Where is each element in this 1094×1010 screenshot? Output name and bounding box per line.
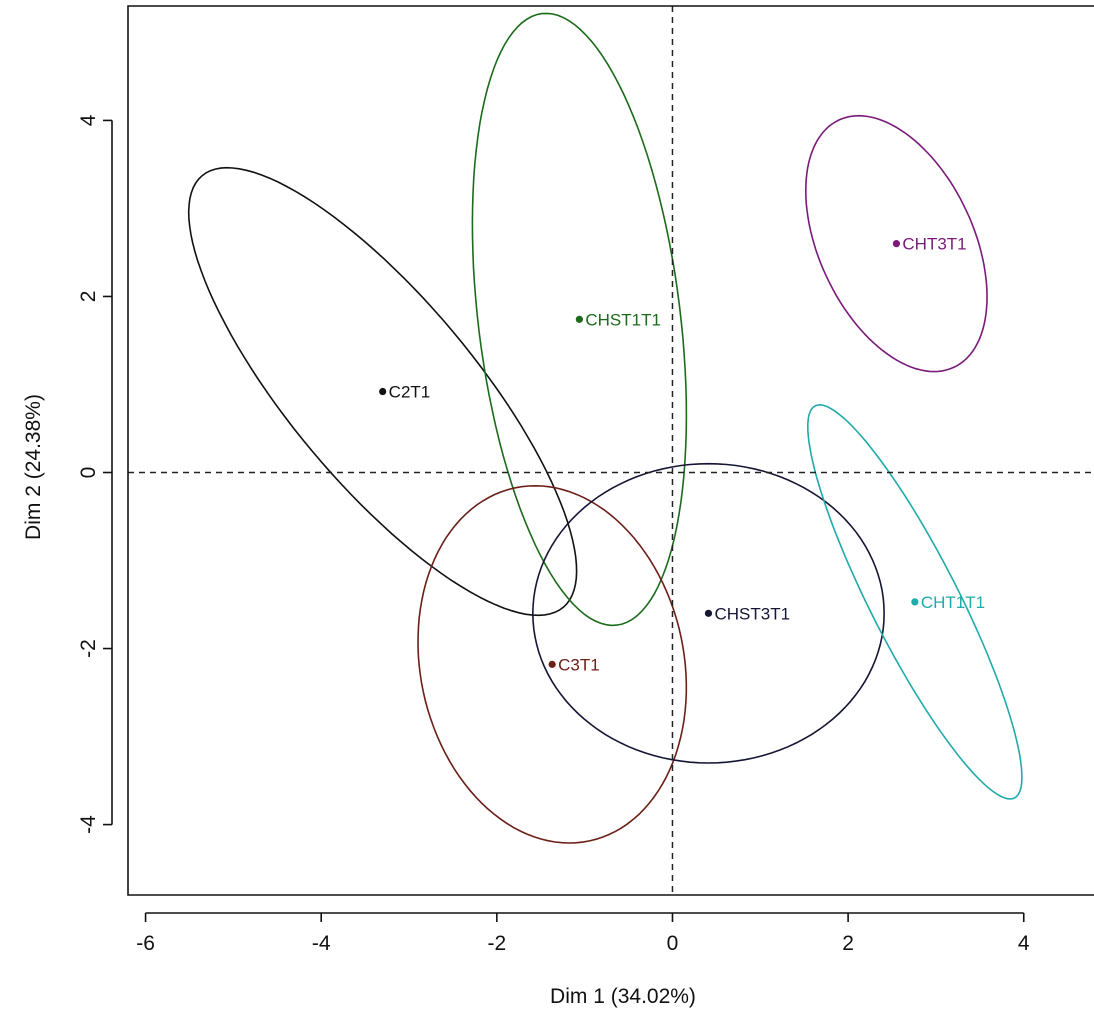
point-label-c3t1: C3T1 — [558, 655, 600, 674]
x-tick-label-4: 4 — [1018, 932, 1030, 955]
point-label-cht1t1: CHT1T1 — [921, 593, 985, 612]
x-axis-title: Dim 1 (34.02%) — [550, 985, 696, 1008]
ellipse-c2t1 — [187, 166, 578, 617]
point-label-chst1t1: CHST1T1 — [585, 310, 661, 329]
point-label-c2t1: C2T1 — [389, 383, 431, 402]
point-cht1t1 — [911, 598, 919, 606]
y-axis-title: Dim 2 (24.38%) — [22, 394, 45, 540]
y-tick-label--4: -4 — [77, 815, 100, 834]
point-c3t1 — [548, 660, 556, 668]
point-cht3t1 — [892, 240, 901, 248]
point-chst1t1 — [575, 315, 583, 323]
point-chst3t1 — [704, 609, 713, 617]
ellipse-chst3t1 — [531, 462, 885, 764]
plot-border — [127, 5, 1094, 896]
confidence-ellipses — [187, 12, 1023, 844]
reference-lines — [128, 6, 1094, 895]
point-c2t1 — [379, 387, 387, 396]
y-tick-label--2: -2 — [77, 639, 100, 658]
x-tick-label--2: -2 — [487, 932, 506, 955]
ellipse-cht1t1 — [806, 403, 1023, 800]
ellipse-chst1t1 — [471, 12, 688, 627]
y-tick-label-4: 4 — [77, 114, 100, 126]
ellipse-cht3t1 — [804, 114, 988, 373]
point-label-cht3t1: CHT3T1 — [902, 235, 966, 254]
point-label-chst3t1: CHST3T1 — [714, 604, 790, 623]
x-tick-label-2: 2 — [842, 932, 854, 955]
axes: -6 -4 -2 0 2 4 -4 -2 0 2 4 — [77, 5, 1094, 955]
x-tick-label-0: 0 — [667, 932, 679, 955]
x-tick-label--4: -4 — [312, 932, 331, 955]
y-tick-label-2: 2 — [77, 291, 100, 303]
group-centroids: C2T1 CHST1T1 CHT3T1 C3T1 CHST3T1 CHT1T1 — [379, 235, 985, 674]
x-tick-label--6: -6 — [136, 932, 155, 955]
y-tick-label-0: 0 — [77, 467, 100, 479]
ellipse-c3t1 — [417, 484, 688, 844]
